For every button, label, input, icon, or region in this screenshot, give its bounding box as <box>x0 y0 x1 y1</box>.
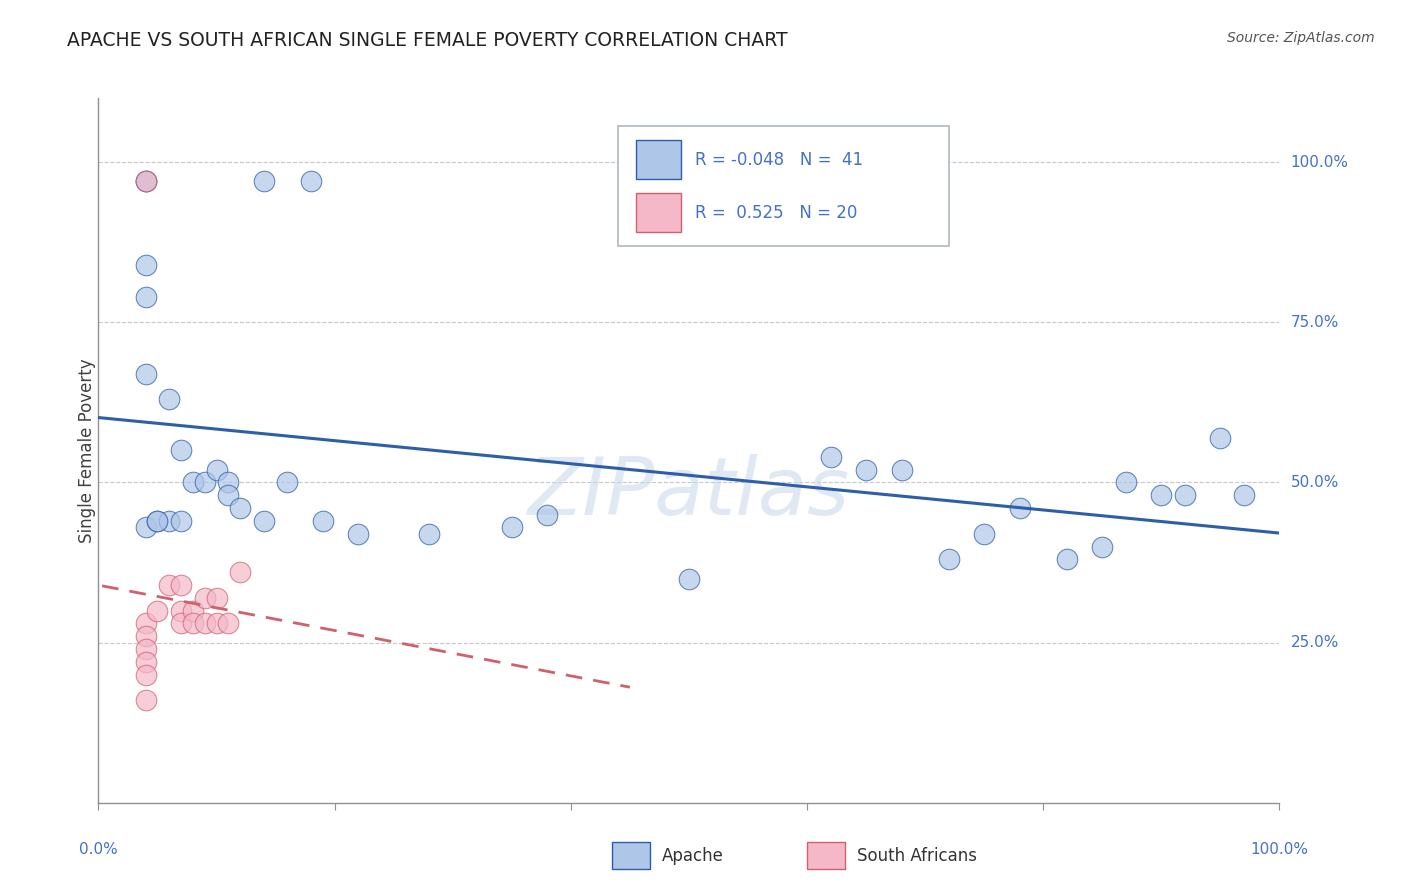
Point <box>217 616 239 631</box>
Point <box>157 392 180 407</box>
Point <box>181 616 204 631</box>
Point <box>678 572 700 586</box>
Text: R = -0.048   N =  41: R = -0.048 N = 41 <box>695 151 863 169</box>
Point <box>194 616 217 631</box>
Point <box>146 514 169 528</box>
Point <box>1209 431 1232 445</box>
Point <box>1056 552 1078 566</box>
Point <box>135 616 157 631</box>
Point <box>1233 488 1256 502</box>
Point <box>135 520 157 534</box>
Point <box>194 591 217 605</box>
Text: Source: ZipAtlas.com: Source: ZipAtlas.com <box>1227 31 1375 45</box>
Point <box>157 514 180 528</box>
Point <box>253 174 276 188</box>
Text: 0.0%: 0.0% <box>79 842 118 856</box>
Point <box>205 591 228 605</box>
Point <box>135 667 157 681</box>
Point <box>418 526 440 541</box>
Point <box>170 443 193 458</box>
Text: 100.0%: 100.0% <box>1291 154 1348 169</box>
FancyBboxPatch shape <box>636 194 681 232</box>
Point <box>855 463 877 477</box>
Point <box>1115 475 1137 490</box>
Point <box>536 508 558 522</box>
FancyBboxPatch shape <box>612 842 650 869</box>
Point <box>1150 488 1173 502</box>
Text: South Africans: South Africans <box>856 847 977 864</box>
FancyBboxPatch shape <box>636 140 681 179</box>
Point <box>205 463 228 477</box>
Point <box>135 693 157 707</box>
FancyBboxPatch shape <box>619 127 949 246</box>
Point <box>347 526 370 541</box>
Point <box>170 578 193 592</box>
Point <box>1008 501 1031 516</box>
Point <box>501 520 523 534</box>
Point <box>146 604 169 618</box>
Text: 25.0%: 25.0% <box>1291 635 1339 650</box>
Text: Apache: Apache <box>662 847 724 864</box>
Point <box>217 488 239 502</box>
Point <box>229 501 252 516</box>
Point <box>135 174 157 188</box>
Point <box>217 475 239 490</box>
Point <box>229 565 252 579</box>
Point <box>170 514 193 528</box>
Point <box>299 174 322 188</box>
Point <box>135 258 157 272</box>
Point <box>890 463 912 477</box>
Point <box>135 642 157 657</box>
Point <box>146 514 169 528</box>
Text: R =  0.525   N = 20: R = 0.525 N = 20 <box>695 203 858 221</box>
Point <box>135 174 157 188</box>
Point <box>170 616 193 631</box>
Text: 75.0%: 75.0% <box>1291 315 1339 330</box>
Point <box>157 578 180 592</box>
Point <box>973 526 995 541</box>
Point <box>194 475 217 490</box>
FancyBboxPatch shape <box>807 842 845 869</box>
Point <box>170 604 193 618</box>
Point <box>135 290 157 304</box>
Point <box>1091 540 1114 554</box>
Point <box>312 514 335 528</box>
Point <box>181 604 204 618</box>
Point <box>276 475 298 490</box>
Point <box>135 174 157 188</box>
Point <box>205 616 228 631</box>
Y-axis label: Single Female Poverty: Single Female Poverty <box>79 359 96 542</box>
Point <box>135 629 157 643</box>
Point <box>253 514 276 528</box>
Text: 50.0%: 50.0% <box>1291 475 1339 490</box>
Point <box>938 552 960 566</box>
Point <box>135 655 157 669</box>
Point <box>181 475 204 490</box>
Point <box>135 367 157 381</box>
Text: 100.0%: 100.0% <box>1250 842 1309 856</box>
Point <box>820 450 842 464</box>
Point <box>1174 488 1197 502</box>
Text: ZIPatlas: ZIPatlas <box>527 454 851 532</box>
Text: APACHE VS SOUTH AFRICAN SINGLE FEMALE POVERTY CORRELATION CHART: APACHE VS SOUTH AFRICAN SINGLE FEMALE PO… <box>67 31 789 50</box>
